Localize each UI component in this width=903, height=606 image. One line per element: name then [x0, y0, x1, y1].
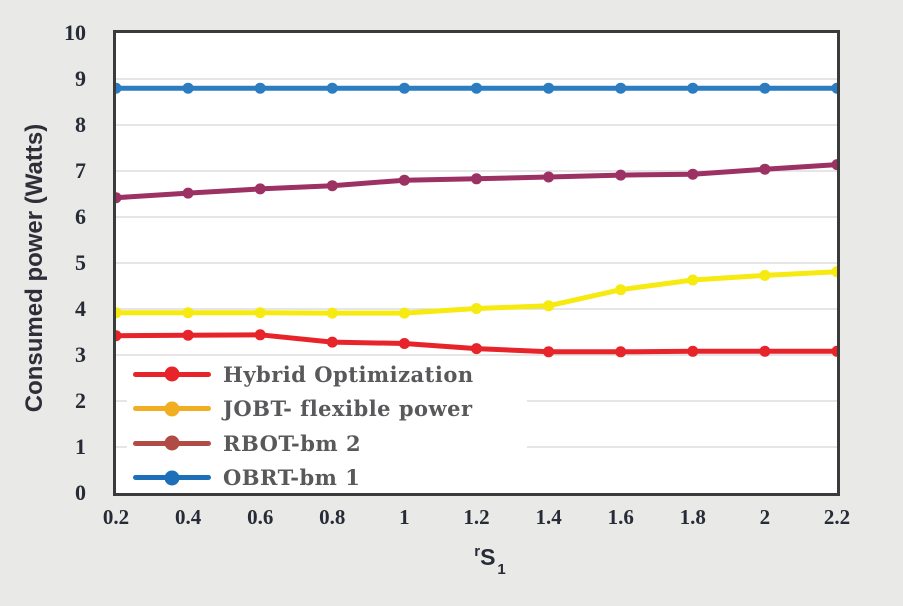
y-tick-label: 7	[75, 158, 86, 183]
y-tick-label: 5	[75, 250, 86, 275]
legend-label: OBRT-bm 1	[223, 465, 361, 491]
y-tick-label: 6	[75, 204, 86, 229]
y-tick-label: 1	[75, 434, 86, 459]
legend-marker-dot	[164, 401, 180, 417]
x-axis-title-main: S	[480, 544, 496, 570]
legend-line-marker-icon	[133, 435, 211, 451]
legend-label: Hybrid Optimization	[223, 361, 474, 387]
x-tick-label: 2.2	[823, 505, 851, 529]
y-tick-label: 0	[75, 480, 86, 505]
x-tick-label: 1.4	[535, 505, 562, 529]
x-tick-label: 0.8	[319, 505, 346, 529]
x-axis-title-prefix: r	[474, 543, 481, 560]
x-tick-label: 1	[399, 505, 410, 529]
legend: Hybrid Optimization JOBT- flexible power R…	[127, 359, 527, 493]
legend-line-marker-icon	[133, 366, 211, 382]
legend-line-marker-icon	[133, 401, 211, 417]
legend-marker-dot	[164, 435, 180, 451]
x-tick-label: 0.6	[247, 505, 274, 529]
x-tick-label: 0.4	[174, 505, 202, 529]
x-tick-label: 1.2	[463, 505, 490, 529]
legend-label: RBOT-bm 2	[223, 430, 362, 456]
legend-label: JOBT- flexible power	[223, 396, 473, 422]
y-tick-label: 2	[75, 388, 86, 413]
y-tick-label: 8	[75, 112, 86, 137]
x-axis-title: rS 1	[474, 543, 506, 578]
legend-item: JOBT- flexible power	[127, 394, 527, 424]
x-tick-label: 1.6	[607, 505, 634, 529]
legend-item: OBRT-bm 1	[127, 463, 527, 493]
y-tick-label: 3	[75, 342, 86, 367]
y-tick-label: 4	[75, 296, 86, 321]
legend-item: Hybrid Optimization	[127, 359, 527, 389]
legend-item: RBOT-bm 2	[127, 428, 527, 458]
legend-line-marker-icon	[133, 470, 211, 486]
x-tick-label: 0.2	[102, 505, 130, 529]
legend-marker-dot	[164, 366, 180, 382]
x-axis-title-subscript: 1	[497, 561, 506, 578]
x-tick-label: 2	[759, 505, 771, 529]
x-tick-label: 1.8	[679, 505, 706, 529]
y-tick-label: 10	[64, 20, 86, 45]
legend-marker-dot	[164, 470, 180, 486]
plot-area: Hybrid Optimization JOBT- flexible power R…	[113, 30, 840, 496]
y-tick-label: 9	[75, 66, 86, 91]
